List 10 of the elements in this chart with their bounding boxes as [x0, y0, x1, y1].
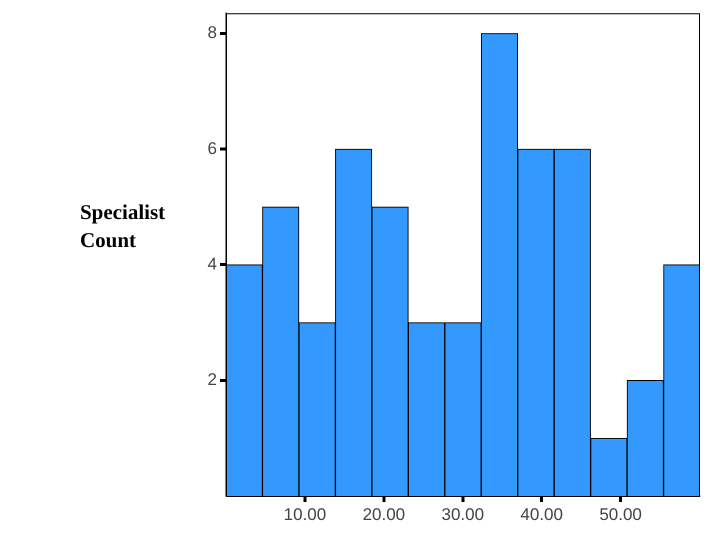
x-tick-label: 40.00	[520, 504, 563, 524]
y-tick-label: 6	[208, 138, 217, 158]
x-tick-label: 10.00	[284, 504, 326, 524]
x-tick-label: 50.00	[599, 504, 642, 524]
y-tick-label: 2	[208, 370, 217, 390]
y-tick-label: 4	[208, 254, 217, 274]
x-tick-label: 20.00	[362, 504, 406, 524]
y-axis-title: Specialist Count	[80, 199, 166, 254]
x-tick-label: 30.00	[441, 504, 484, 524]
y-tick-label: 8	[208, 23, 217, 42]
